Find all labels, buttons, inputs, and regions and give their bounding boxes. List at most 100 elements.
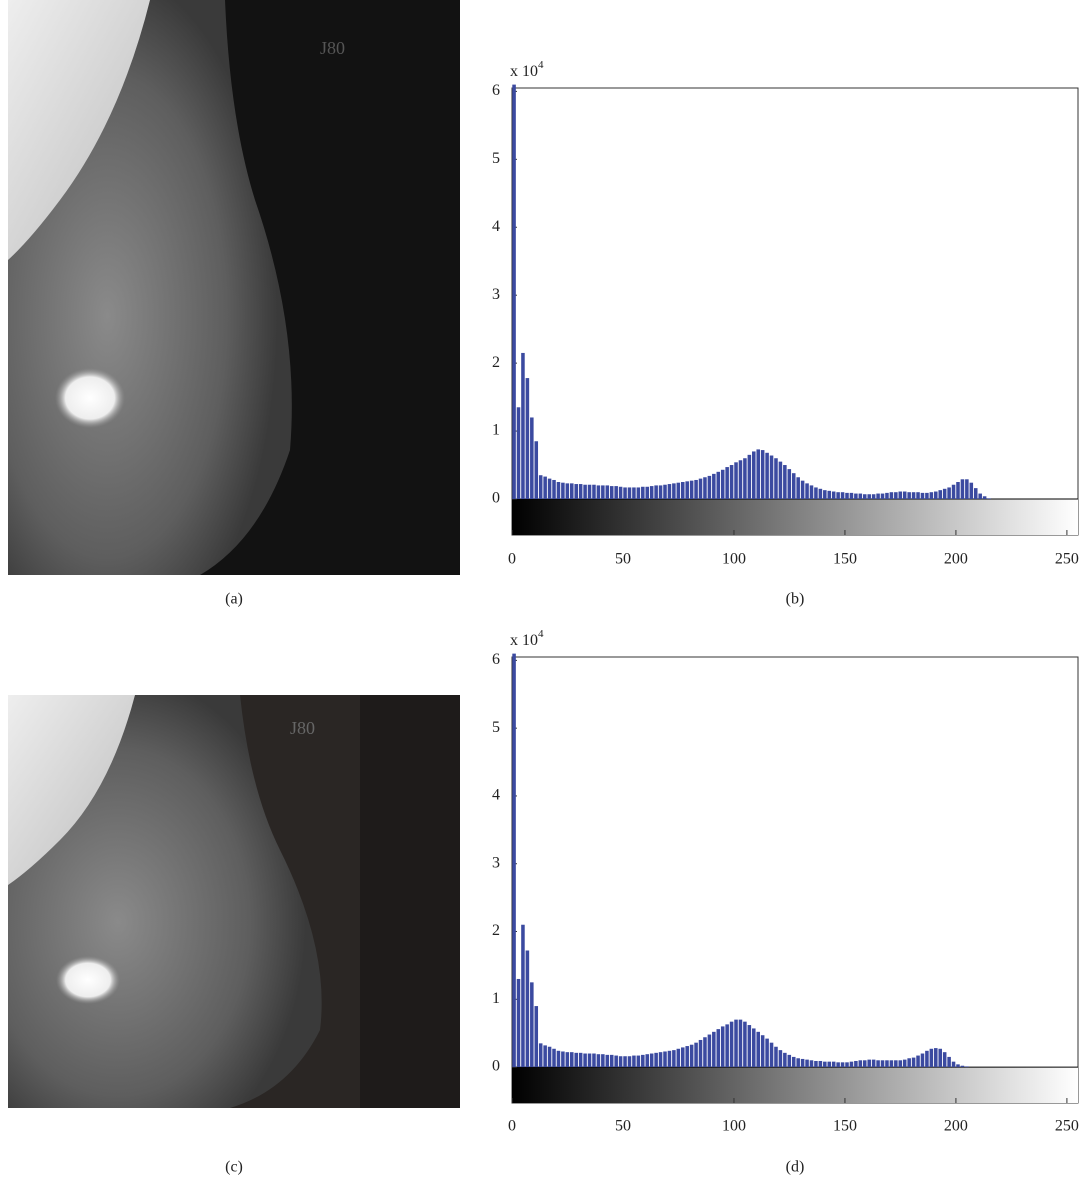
histogram-bar [760, 1035, 765, 1068]
histogram-bar [836, 1062, 840, 1068]
histogram-bar [938, 490, 943, 499]
histogram-bar [707, 1034, 712, 1068]
histogram-bar [547, 1046, 552, 1068]
histogram-bar [814, 487, 818, 499]
x-tick-label: 100 [722, 551, 746, 568]
histogram-bar [649, 1053, 654, 1068]
histogram-bar [969, 482, 974, 499]
histogram-bar [818, 488, 823, 499]
y-tick-label: 1 [492, 990, 500, 1007]
histogram-bar [654, 485, 658, 499]
histogram-bar [530, 417, 534, 499]
histogram-bar [951, 1061, 956, 1068]
y-tick-label: 0 [492, 1058, 500, 1075]
histogram-bar [920, 492, 925, 499]
y-axis-multiplier: x 104 [510, 59, 544, 80]
y-tick-label: 5 [492, 719, 500, 736]
histogram-bar [765, 1038, 769, 1068]
histogram-bar [618, 486, 623, 499]
histogram-bar [596, 1054, 601, 1068]
histogram-bar [703, 1037, 707, 1068]
histogram-bar [552, 1048, 556, 1068]
svg-text:J80: J80 [320, 38, 345, 58]
histogram-bar [698, 1039, 703, 1068]
histogram-bar [570, 483, 574, 499]
histogram-bar [978, 493, 982, 499]
histogram-bar [680, 482, 685, 499]
y-tick-label: 6 [492, 82, 500, 99]
histogram-bar [823, 1061, 827, 1068]
histogram-bar [809, 1060, 814, 1068]
histogram-bar [747, 1025, 752, 1068]
histogram-bar [845, 1062, 849, 1068]
colorbar [512, 1067, 1078, 1103]
histogram-bar [556, 1050, 561, 1068]
histogram-bar [623, 1056, 627, 1068]
histogram-bar [769, 455, 774, 499]
histogram-bar [605, 485, 610, 499]
x-tick-label: 150 [833, 551, 857, 568]
histogram-bar [942, 1052, 947, 1068]
histogram-bar [738, 460, 743, 499]
histogram-bar [889, 492, 894, 499]
histogram-bar [561, 1051, 565, 1068]
histogram-bar [658, 1052, 663, 1068]
histogram-bar [769, 1042, 774, 1068]
plot-area [511, 656, 1079, 1104]
histogram-bar [787, 1054, 792, 1068]
histogram-bar [911, 1057, 916, 1068]
histogram-bar [894, 1060, 898, 1068]
histogram-bar [791, 1056, 796, 1068]
histogram-bar [787, 469, 792, 499]
histogram-bar [641, 486, 645, 499]
histogram-bar [729, 465, 734, 499]
histogram-bar [805, 483, 809, 499]
svg-text:J80: J80 [290, 718, 315, 738]
x-tick-label: 250 [1055, 551, 1079, 568]
histogram-bar [796, 477, 800, 499]
histogram-bar [902, 491, 907, 499]
histogram-bar [707, 475, 712, 499]
histogram-bar [694, 479, 698, 499]
y-tick-label: 0 [492, 490, 500, 507]
histogram-bar [663, 1051, 667, 1068]
multiplier-exponent: 4 [538, 628, 544, 640]
histogram-bar [538, 475, 543, 499]
histogram-bar [747, 454, 752, 499]
histogram-bar [725, 1024, 729, 1068]
histogram-bar [934, 491, 938, 499]
histogram-bar [578, 1052, 583, 1068]
mammogram-c: J80 [8, 695, 460, 1108]
histogram-bar [725, 467, 729, 499]
x-tick-label: 200 [944, 1118, 968, 1135]
y-tick-label: 2 [492, 922, 500, 939]
histogram-bar [734, 1019, 738, 1068]
histogram-bar [823, 490, 827, 499]
histogram-bar [649, 486, 654, 499]
y-tick-label: 4 [492, 218, 500, 235]
histogram-bar [818, 1060, 823, 1068]
histogram-bar [982, 496, 987, 499]
histogram-bar [583, 484, 587, 499]
histogram-bar [876, 493, 880, 499]
histogram-bar [521, 924, 525, 1068]
histogram-bar [614, 486, 618, 499]
histogram-bar [609, 486, 614, 499]
histogram-bar [756, 449, 760, 499]
caption: (a) [225, 591, 243, 608]
histogram-bar [800, 480, 805, 499]
x-tick-label: 50 [615, 551, 631, 568]
histogram-bar [667, 1050, 672, 1068]
histogram-bar [578, 484, 583, 499]
histogram-bar [525, 950, 530, 1068]
multiplier-base: x 10 [510, 632, 538, 649]
histogram-bar [574, 1052, 578, 1068]
histogram-bar [778, 1050, 783, 1068]
histogram-bar [676, 1048, 681, 1068]
histogram-bar [960, 1065, 965, 1068]
mammogram-a: J80 [8, 0, 460, 575]
histogram-bar [685, 1046, 689, 1068]
histogram-bar [512, 84, 516, 499]
